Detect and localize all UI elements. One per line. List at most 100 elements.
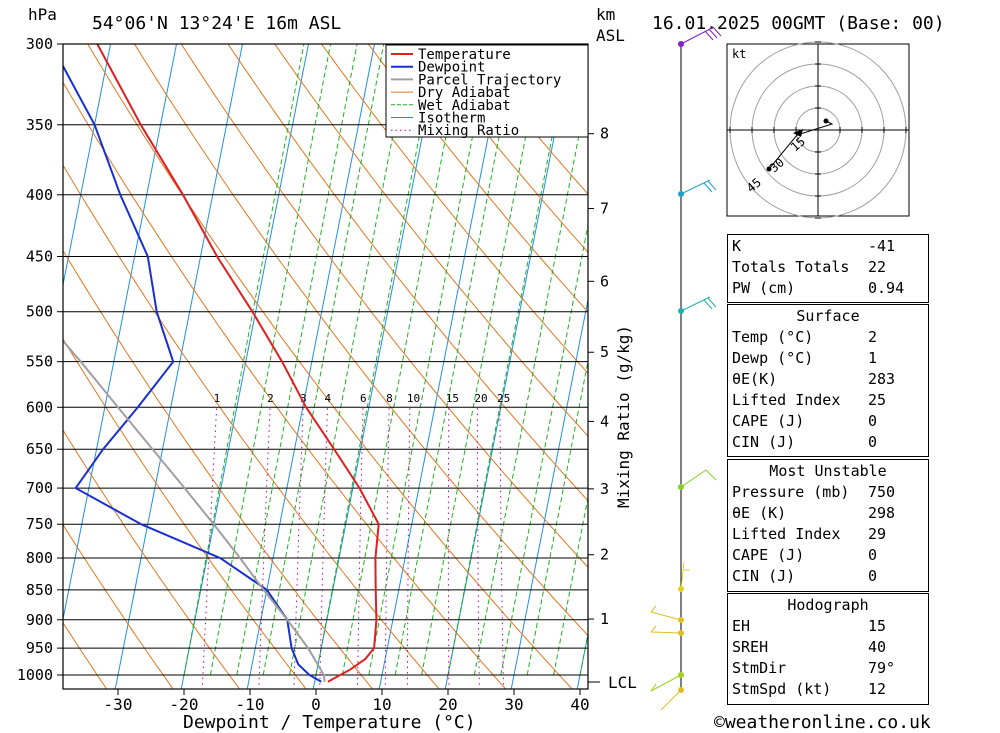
row-label: CIN (J)	[732, 433, 796, 451]
km-tick-label: 4	[600, 412, 609, 430]
wet-adiabat-line	[421, 44, 545, 676]
row-value: 298	[868, 504, 896, 522]
wind-barb	[650, 631, 682, 634]
km-tick-label: 7	[600, 199, 609, 217]
most-unstable-table: Most Unstable Pressure (mb) 750 θE (K) 298 Li…	[728, 461, 928, 587]
wet-adiabat-line	[183, 44, 305, 676]
wind-barb-dot	[678, 687, 684, 693]
wind-barb	[650, 674, 682, 692]
wet-adiabat-line	[553, 494, 588, 676]
pressure-axis: 300 350 400 450 500 550 600 650 700 750 800 850 900 9…	[17, 35, 63, 684]
km-tick-label: 8	[600, 125, 609, 143]
wind-barb	[707, 180, 717, 191]
row-value: 0	[868, 546, 878, 564]
copyright-text: ©weatheronline.co.uk	[714, 712, 931, 733]
temperature-axis: -30 -20 -10 0 10 20 30 40	[104, 689, 590, 714]
row-label: K	[732, 237, 742, 255]
wind-barb-dot	[678, 630, 684, 636]
wind-barb-dot	[678, 308, 684, 314]
row-value: 12	[868, 680, 887, 698]
wind-barb-dot	[678, 672, 684, 678]
legend-label: Mixing Ratio	[418, 123, 519, 139]
row-value: 15	[868, 617, 887, 635]
pressure-tick-label: 800	[26, 549, 53, 567]
wind-barb	[680, 296, 711, 312]
legend-label: Dewpoint	[418, 60, 485, 76]
km-tick-label: 2	[600, 546, 609, 564]
wind-barb	[650, 605, 657, 613]
isotherm-line	[246, 44, 375, 689]
wet-adiabat-line	[341, 44, 465, 676]
pressure-tick-label: 350	[26, 116, 53, 134]
pressure-tick-label: 300	[26, 35, 53, 53]
table-title: Most Unstable	[769, 462, 887, 480]
row-label: Lifted Index	[732, 525, 841, 543]
mixing-ratio-label: 2	[267, 392, 274, 405]
wet-adiabat-line	[394, 44, 518, 676]
row-label: Totals Totals	[732, 258, 850, 276]
mixing-ratio-label: 8	[386, 392, 393, 405]
row-value: 750	[868, 483, 896, 501]
parcel-trajectory-line	[63, 339, 326, 682]
pressure-tick-label: 500	[26, 303, 53, 321]
wind-barb	[708, 28, 718, 39]
table-row: Dewp (°C) 1	[728, 348, 928, 369]
wind-barb	[707, 297, 717, 308]
row-value: 0	[868, 433, 878, 451]
table-row: Lifted Index 29	[728, 524, 928, 545]
km-tick-label: 3	[600, 480, 609, 498]
pressure-tick-label: 900	[26, 611, 53, 629]
legend-label: Isotherm	[418, 111, 485, 127]
dry-adiabat-line	[63, 429, 241, 689]
pressure-tick-label: 750	[26, 515, 53, 533]
dry-adiabat-line	[87, 44, 573, 689]
row-value: 0	[868, 412, 878, 430]
pressure-tick-label: 1000	[17, 666, 53, 684]
isotherm-line	[510, 297, 588, 689]
pressure-tick-label: 550	[26, 353, 53, 371]
x-axis-title: Dewpoint / Temperature (°C)	[183, 712, 476, 733]
wind-barb	[705, 469, 717, 481]
wet-adiabat-line	[209, 44, 331, 676]
isotherm-line	[114, 44, 243, 689]
dry-adiabat-line	[414, 44, 588, 254]
table-row: Totals Totals 22	[728, 257, 928, 278]
row-value: 283	[868, 370, 896, 388]
hodograph-point	[766, 166, 772, 172]
row-label: EH	[732, 617, 751, 635]
pressure-tick-label: 650	[26, 440, 53, 458]
wind-barb	[680, 469, 707, 488]
mixing-ratio-label: 6	[360, 392, 367, 405]
hpa-label: hPa	[28, 5, 57, 24]
table-row: K -41	[728, 236, 928, 257]
legend-label: Parcel Trajectory	[418, 72, 561, 88]
row-label: StmSpd (kt)	[732, 680, 832, 698]
sounding-series	[63, 44, 380, 683]
wet-adiabat-line	[500, 222, 588, 676]
dry-adiabat-line	[321, 44, 588, 374]
isotherm-line	[576, 631, 588, 689]
plot-frame	[62, 43, 589, 690]
wet-adiabat-line	[289, 44, 411, 676]
row-label: Pressure (mb)	[732, 483, 850, 501]
table-title: Surface	[796, 307, 860, 325]
row-value: 0.94	[868, 279, 905, 297]
row-label: Dewp (°C)	[732, 349, 814, 367]
legend-label: Dry Adiabat	[418, 85, 511, 101]
wind-barb	[703, 299, 713, 310]
pressure-tick-label: 600	[26, 398, 53, 416]
wind-barb-dot	[678, 484, 684, 490]
table-row: Temp (°C) 2	[728, 327, 928, 348]
row-value: 29	[868, 525, 887, 543]
wind-barb-dot	[678, 191, 684, 197]
storm-motion-marker	[793, 129, 803, 137]
wind-barb	[660, 689, 682, 711]
hodograph-stats-box: Hodograph EH 15 SREH 40 StmDir 79° StmSpd (kt) 1…	[727, 593, 929, 705]
wet-adiabat-line	[315, 44, 438, 676]
km-label: km	[596, 5, 615, 24]
table-row: EH 15	[728, 616, 928, 637]
isotherm-line	[63, 44, 111, 288]
wind-barb-dot	[678, 586, 684, 592]
